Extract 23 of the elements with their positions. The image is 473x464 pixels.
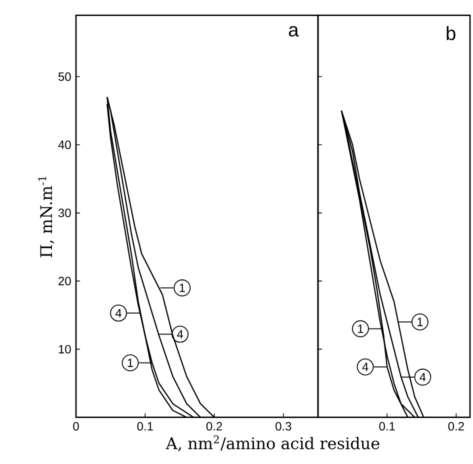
annotation: 1 bbox=[358, 324, 364, 333]
x-axis-title: A, nm$^{2}$/amino acid residue bbox=[166, 435, 380, 452]
x-tick-label: 0 bbox=[73, 422, 79, 431]
y-tick-label: 30 bbox=[58, 208, 71, 218]
annotation: 4 bbox=[420, 373, 426, 382]
chart-title: a bbox=[288, 26, 299, 37]
annotation: 1 bbox=[418, 318, 423, 326]
x-tick-label: 0.2 bbox=[448, 422, 464, 431]
y-tick-label: 10 bbox=[58, 344, 71, 354]
annotation: 1 bbox=[128, 358, 134, 367]
y-tick-label: 20 bbox=[58, 276, 71, 286]
x-tick-label: 0.3 bbox=[276, 422, 292, 431]
annotation: 4 bbox=[177, 330, 184, 338]
chart-title: b bbox=[446, 26, 456, 40]
y-axis-title: Π, mN.m$^{-1}$ bbox=[38, 176, 54, 258]
y-tick-label: 50 bbox=[58, 72, 71, 81]
annotation: 4 bbox=[362, 362, 368, 372]
x-tick-label: 0.1 bbox=[137, 422, 153, 431]
y-tick-label: 40 bbox=[58, 140, 71, 150]
x-tick-label: 0.2 bbox=[206, 422, 222, 431]
annotation: 4 bbox=[115, 308, 122, 318]
x-tick-label: 0.1 bbox=[379, 422, 395, 431]
annotation: 1 bbox=[180, 284, 185, 292]
